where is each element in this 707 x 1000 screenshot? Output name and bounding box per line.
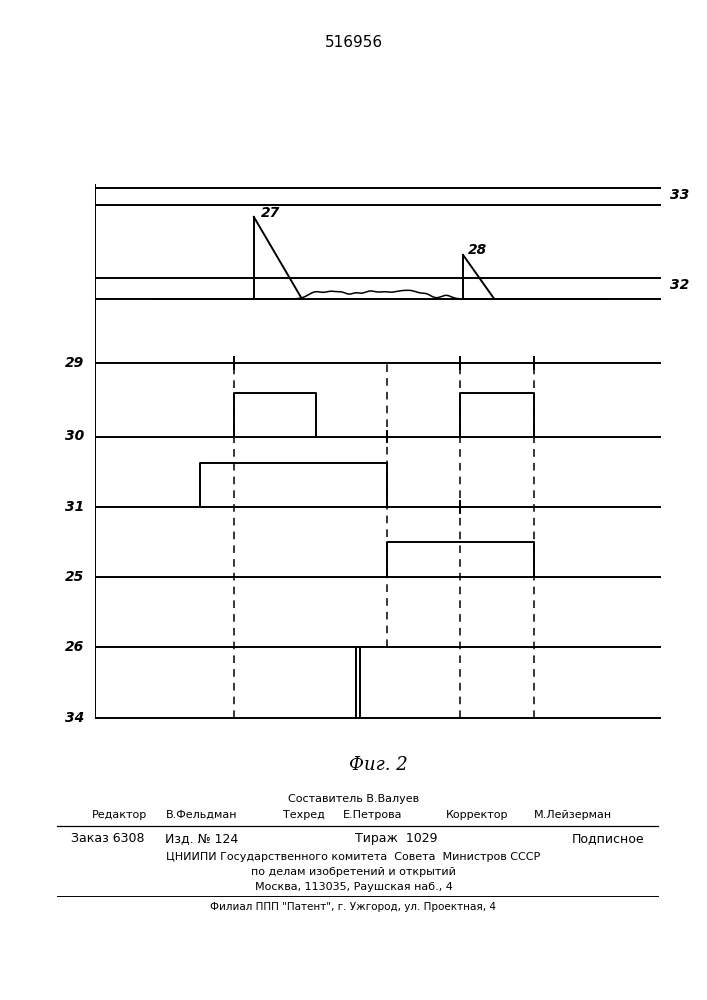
Text: 31: 31 (65, 500, 84, 514)
Text: 28: 28 (467, 243, 487, 257)
Text: Составитель В.Валуев: Составитель В.Валуев (288, 794, 419, 804)
Text: Заказ 6308: Заказ 6308 (71, 832, 144, 845)
Text: Изд. № 124: Изд. № 124 (165, 832, 238, 845)
Text: М.Лейзерман: М.Лейзерман (534, 810, 612, 820)
Text: по делам изобретений и открытий: по делам изобретений и открытий (251, 867, 456, 877)
Text: 30: 30 (65, 430, 84, 444)
Text: Фиг. 2: Фиг. 2 (349, 756, 408, 774)
Text: Е.Петрова: Е.Петрова (343, 810, 402, 820)
Text: 516956: 516956 (325, 35, 382, 50)
Text: 32: 32 (670, 278, 689, 292)
Text: Подписное: Подписное (572, 832, 644, 845)
Text: Корректор: Корректор (445, 810, 508, 820)
Text: В.Фельдман: В.Фельдман (166, 810, 238, 820)
Text: 26: 26 (65, 640, 84, 654)
Text: 29: 29 (65, 356, 84, 370)
Text: ЦНИИПИ Государственного комитета  Совета  Министров СССР: ЦНИИПИ Государственного комитета Совета … (166, 852, 541, 862)
Text: Тираж  1029: Тираж 1029 (355, 832, 437, 845)
Text: 27: 27 (261, 206, 280, 220)
Text: Техред: Техред (283, 810, 325, 820)
Text: Редактор: Редактор (92, 810, 147, 820)
Text: 25: 25 (65, 570, 84, 584)
Text: Филиал ППП "Патент", г. Ужгород, ул. Проектная, 4: Филиал ППП "Патент", г. Ужгород, ул. Про… (211, 902, 496, 912)
Text: 34: 34 (65, 711, 84, 725)
Text: Москва, 113035, Раушская наб., 4: Москва, 113035, Раушская наб., 4 (255, 882, 452, 892)
Text: 33: 33 (670, 188, 689, 202)
